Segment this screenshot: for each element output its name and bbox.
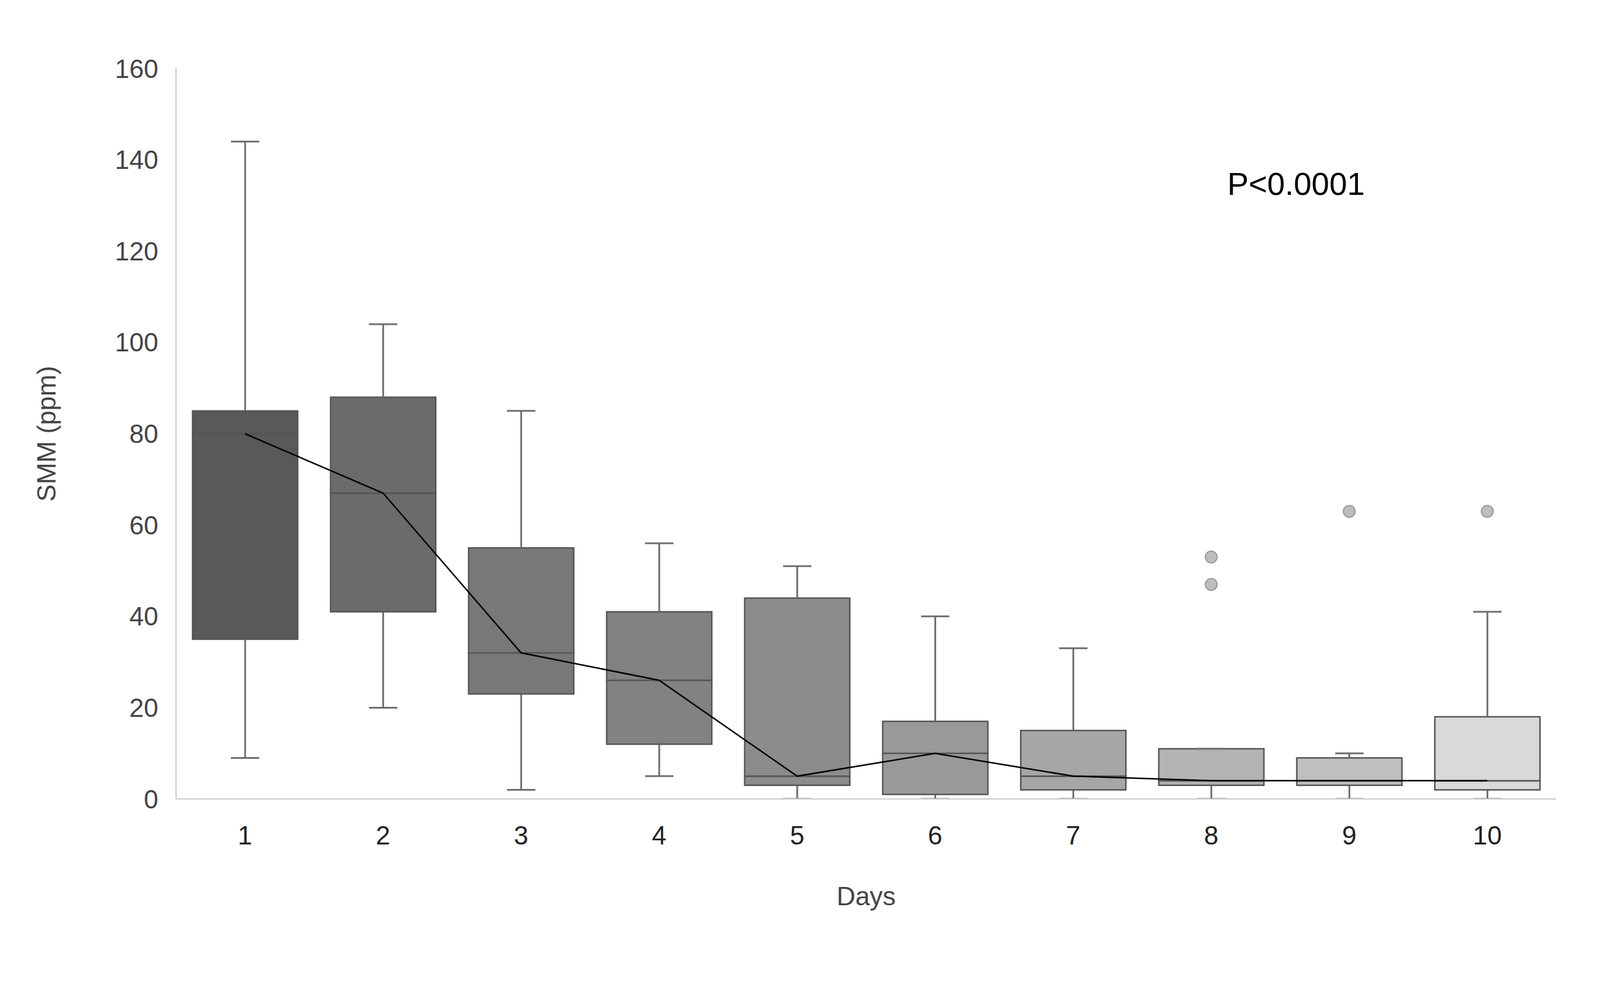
svg-text:60: 60 xyxy=(129,510,159,540)
svg-text:20: 20 xyxy=(129,693,159,723)
html-text:P<0.0001: P<0.0001 xyxy=(1227,165,1365,202)
svg-text:5: 5 xyxy=(789,820,804,850)
svg-text:6: 6 xyxy=(927,820,943,850)
svg-text:9: 9 xyxy=(1341,820,1357,850)
svg-text:80: 80 xyxy=(129,419,159,449)
svg-text:3: 3 xyxy=(513,820,529,850)
svg-text:100: 100 xyxy=(115,327,159,357)
svg-text:140: 140 xyxy=(115,145,159,175)
svg-text:160: 160 xyxy=(115,54,159,84)
svg-text:10: 10 xyxy=(1473,820,1502,850)
svg-text:40: 40 xyxy=(129,601,159,631)
svg-text:8: 8 xyxy=(1204,820,1219,850)
svg-text:120: 120 xyxy=(115,236,159,266)
svg-text:1: 1 xyxy=(238,820,253,850)
svg-text:4: 4 xyxy=(652,820,667,850)
svg-text:7: 7 xyxy=(1066,820,1081,850)
svg-text:Days: Days xyxy=(836,881,896,911)
svg-text:SMM (ppm): SMM (ppm) xyxy=(31,366,61,503)
svg-text:2: 2 xyxy=(375,820,390,850)
svg-text:0: 0 xyxy=(144,784,159,814)
